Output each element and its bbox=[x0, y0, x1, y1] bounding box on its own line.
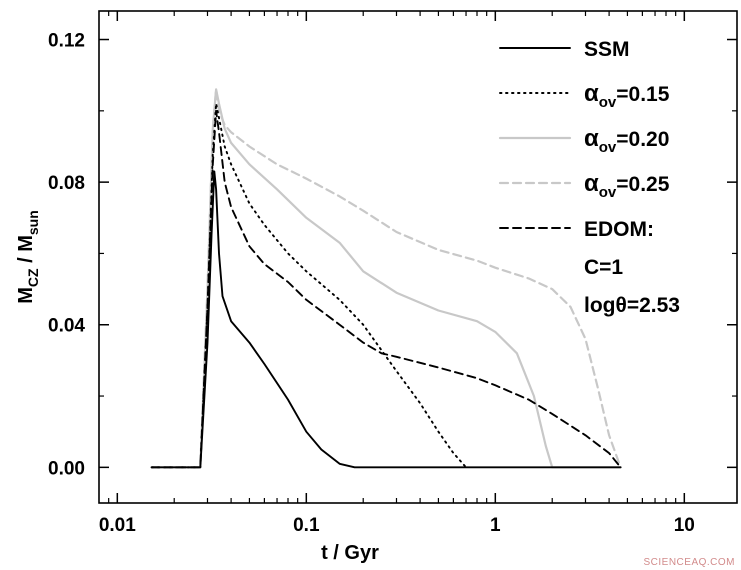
series-line bbox=[150, 88, 622, 469]
legend-label: C=1 bbox=[584, 256, 623, 279]
legend-label: αov=0.25 bbox=[584, 170, 670, 201]
series-lines bbox=[150, 88, 622, 469]
legend-label: αov=0.20 bbox=[584, 125, 669, 156]
series-line bbox=[150, 102, 467, 469]
y-tick-label: 0.00 bbox=[48, 458, 85, 479]
legend-label: αov=0.15 bbox=[584, 80, 670, 111]
y-axis-title: MCZ / Msun bbox=[15, 210, 41, 304]
y-axis-title-main: M bbox=[15, 287, 37, 304]
plot-frame bbox=[98, 10, 738, 504]
series-line bbox=[150, 109, 622, 469]
axis-ticks: 0.01 0.1 1 10 0.00 0.04 0.08 0.12 bbox=[48, 11, 737, 536]
y-axis-title-mid: / M bbox=[15, 235, 37, 268]
y-axis-title-sub1: CZ bbox=[25, 268, 41, 287]
y-axis-title-sub2: sun bbox=[25, 210, 41, 235]
y-tick-label: 0.04 bbox=[48, 316, 85, 337]
legend-label: logθ=2.53 bbox=[584, 294, 680, 317]
x-tick-label: 10 bbox=[674, 515, 695, 536]
x-tick-label: 0.1 bbox=[293, 515, 320, 536]
series-line bbox=[150, 170, 622, 469]
x-tick-label: 0.01 bbox=[99, 515, 136, 536]
y-tick-label: 0.12 bbox=[48, 31, 85, 52]
watermark: SCIENCEAQ.COM bbox=[643, 557, 735, 568]
legend-label: SSM bbox=[584, 38, 630, 61]
y-tick-label: 0.08 bbox=[48, 173, 85, 194]
x-axis-title: t / Gyr bbox=[321, 542, 379, 564]
series-line bbox=[150, 88, 622, 469]
legend: SSM αov=0.15 αov=0.20 αov=0.25 EDOM: C=1 logθ=… bbox=[498, 38, 680, 317]
x-tick-label: 1 bbox=[490, 515, 501, 536]
legend-label: EDOM: bbox=[584, 218, 654, 241]
